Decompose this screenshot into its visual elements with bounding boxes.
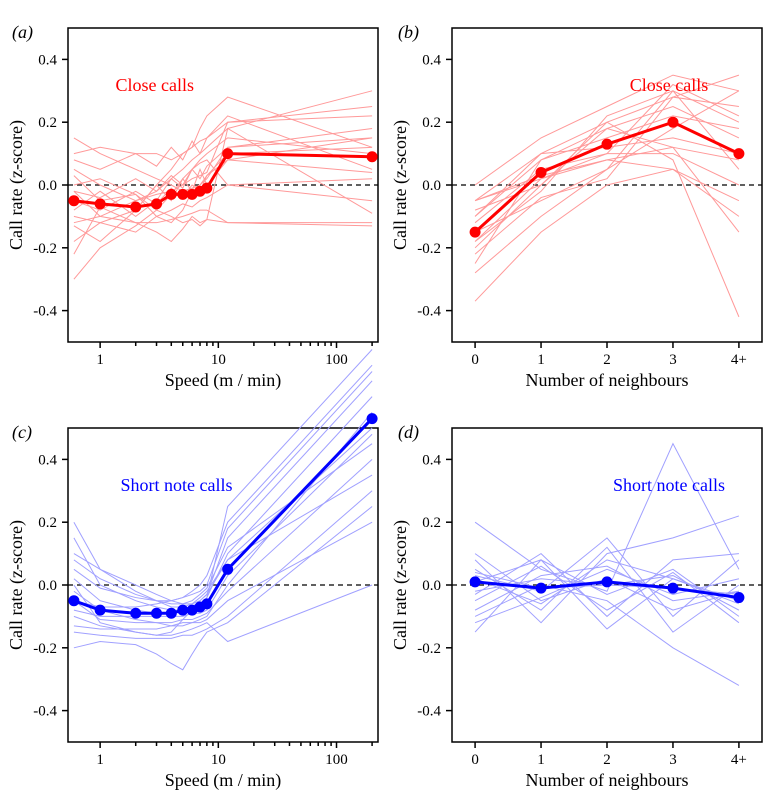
figure-svg: -0.4-0.20.00.20.4110100Speed (m / min)Ca…: [0, 0, 780, 800]
ytick-label: 0.0: [422, 178, 441, 194]
series-label: Close calls: [116, 75, 195, 95]
mean-marker: [470, 577, 480, 587]
series-label: Short note calls: [121, 475, 233, 495]
xlabel: Number of neighbours: [526, 770, 689, 790]
xlabel: Number of neighbours: [526, 370, 689, 390]
panel-label-a: (a): [12, 22, 33, 43]
mean-marker: [734, 593, 744, 603]
mean-marker: [202, 183, 212, 193]
xtick-label: 3: [669, 752, 677, 768]
mean-marker: [166, 608, 176, 618]
individual-line: [475, 160, 739, 217]
ytick-label: 0.4: [422, 452, 441, 468]
figure-container: (a) (b) (c) (d) -0.4-0.20.00.20.4110100S…: [0, 0, 780, 800]
mean-marker: [178, 189, 188, 199]
ytick-label: -0.4: [33, 704, 57, 720]
ytick-label: 0.0: [38, 178, 57, 194]
individual-line: [475, 585, 739, 685]
mean-marker: [131, 608, 141, 618]
ytick-label: -0.2: [417, 241, 441, 257]
mean-marker: [734, 149, 744, 159]
ytick-label: 0.2: [38, 115, 57, 131]
ytick-label: -0.2: [417, 641, 441, 657]
panel-label-c: (c): [12, 422, 32, 443]
ytick-label: 0.4: [422, 52, 441, 68]
ytick-label: -0.4: [33, 304, 57, 320]
mean-marker: [367, 414, 377, 424]
ytick-label: 0.0: [38, 578, 57, 594]
xtick-label: 0: [471, 752, 479, 768]
individual-line: [74, 160, 372, 223]
individual-line: [74, 507, 372, 670]
mean-marker: [602, 577, 612, 587]
ylabel: Call rate (z-score): [390, 120, 411, 250]
mean-marker: [131, 202, 141, 212]
xtick-label: 1: [537, 752, 545, 768]
mean-marker: [166, 189, 176, 199]
ylabel: Call rate (z-score): [6, 520, 27, 650]
mean-marker: [69, 196, 79, 206]
xtick-label: 1: [537, 352, 545, 368]
mean-marker: [95, 605, 105, 615]
xtick-label: 2: [603, 752, 611, 768]
xtick-label: 1: [96, 352, 104, 368]
ytick-label: 0.2: [422, 115, 441, 131]
mean-marker: [668, 583, 678, 593]
xtick-label: 4+: [731, 352, 747, 368]
mean-marker: [602, 139, 612, 149]
individual-line: [74, 128, 372, 254]
ytick-label: 0.0: [422, 578, 441, 594]
individual-line: [475, 116, 739, 264]
individual-line: [74, 412, 372, 626]
mean-marker: [178, 605, 188, 615]
xtick-label: 2: [603, 352, 611, 368]
mean-marker: [69, 596, 79, 606]
series-label: Close calls: [630, 75, 709, 95]
series-label: Short note calls: [613, 475, 725, 495]
individual-line: [475, 560, 739, 632]
ytick-label: -0.2: [33, 241, 57, 257]
mean-marker: [95, 199, 105, 209]
mean-marker: [223, 564, 233, 574]
xtick-label: 100: [325, 752, 348, 768]
mean-marker: [152, 608, 162, 618]
mean-marker: [152, 199, 162, 209]
panel-label-b: (b): [398, 22, 419, 43]
panel-label-d: (d): [398, 422, 419, 443]
ylabel: Call rate (z-score): [390, 520, 411, 650]
xlabel: Speed (m / min): [165, 370, 281, 391]
ytick-label: -0.2: [33, 641, 57, 657]
mean-marker: [536, 167, 546, 177]
mean-marker: [668, 117, 678, 127]
xtick-label: 0: [471, 352, 479, 368]
xtick-label: 100: [325, 352, 348, 368]
ylabel: Call rate (z-score): [6, 120, 27, 250]
mean-marker: [202, 599, 212, 609]
mean-marker: [223, 149, 233, 159]
individual-line: [475, 85, 739, 242]
xlabel: Speed (m / min): [165, 770, 281, 791]
xtick-label: 1: [96, 752, 104, 768]
ytick-label: 0.4: [38, 452, 57, 468]
ytick-label: 0.4: [38, 52, 57, 68]
individual-line: [475, 169, 739, 301]
xtick-label: 10: [211, 352, 226, 368]
ytick-label: 0.2: [422, 515, 441, 531]
xtick-label: 3: [669, 352, 677, 368]
mean-marker: [470, 227, 480, 237]
xtick-label: 4+: [731, 752, 747, 768]
mean-marker: [536, 583, 546, 593]
ytick-label: -0.4: [417, 304, 441, 320]
ytick-label: -0.4: [417, 704, 441, 720]
individual-line: [74, 179, 372, 226]
ytick-label: 0.2: [38, 515, 57, 531]
mean-marker: [367, 152, 377, 162]
individual-line: [475, 107, 739, 248]
xtick-label: 10: [211, 752, 226, 768]
